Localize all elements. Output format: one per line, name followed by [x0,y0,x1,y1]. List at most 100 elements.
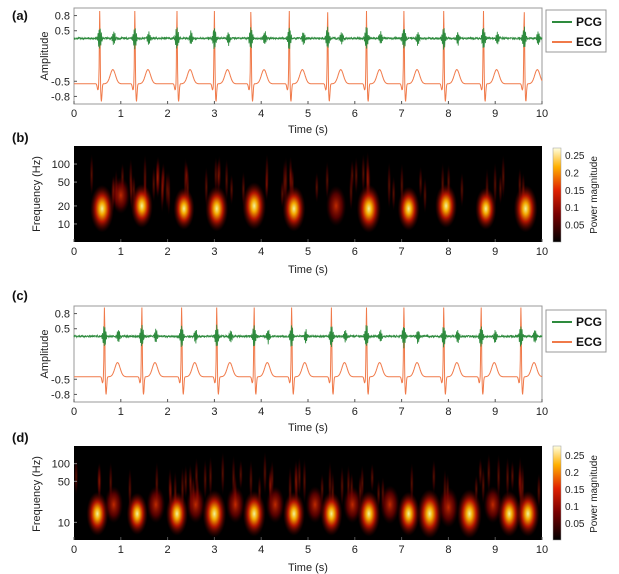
heatmap-blob [104,486,124,524]
heatmap-streak [160,168,165,213]
heatmap-streak [151,166,156,203]
x-tick-label: 4 [258,108,264,120]
heatmap-blob [438,487,459,528]
heatmap-streak [431,459,436,494]
y-tick-label: 100 [52,459,70,471]
series-line-ecg [74,10,543,102]
colorbar-tick-label: 0.1 [565,203,579,214]
y-tick-label: 100 [52,159,70,171]
heatmap-blob [202,490,227,538]
heatmap-streak [248,459,253,501]
y-tick-label: 0.8 [55,11,70,23]
heatmap-streak [496,454,501,500]
y-axis-label: Frequency (Hz) [31,456,43,532]
x-tick-label: 8 [445,544,451,556]
heatmap-streak [391,176,396,211]
heatmap-streak [293,459,298,502]
x-axis-label: Time (s) [288,124,328,136]
x-tick-label: 10 [536,406,548,418]
heatmap-blob [130,183,153,228]
x-tick-label: 2 [165,406,171,418]
y-tick-label: -0.8 [51,91,70,103]
heatmap-streak [418,166,423,199]
x-tick-label: 3 [211,108,217,120]
colorbar-tick-label: 0.05 [565,221,585,232]
y-tick-label: 10 [58,517,70,529]
x-tick-label: 4 [258,406,264,418]
heatmap-blob [435,183,458,228]
heatmap-streak [184,161,189,190]
heatmap-blob [173,187,195,230]
colorbar-tick-label: 0.15 [565,186,585,197]
x-tick-label: 6 [352,544,358,556]
heatmap-blob [356,184,381,233]
colorbar-tick-label: 0.2 [565,468,579,479]
x-tick-label: 2 [165,108,171,120]
heatmap-blob [165,491,188,536]
heatmap-blob [513,184,538,233]
y-axis-label: Amplitude [39,32,51,81]
series-line-ecg [74,307,543,395]
x-tick-label: 9 [492,544,498,556]
heatmap-streak [165,170,170,209]
heatmap-blob [90,184,114,233]
y-axis-label: Frequency (Hz) [31,156,43,232]
heatmap-streak [510,460,515,492]
heatmap-streak [213,156,218,194]
heatmap-blob [497,490,521,537]
heatmap-blob [516,490,540,537]
x-tick-label: 1 [118,108,124,120]
colorbar [552,445,562,541]
heatmap-streak [238,459,243,490]
panel-label-b: (b) [12,130,29,145]
y-tick-label: 0.8 [55,309,70,321]
heatmap-streak [325,161,330,200]
legend-label-ecg: ECG [576,35,602,49]
heatmap-streak [224,158,229,202]
x-axis-label: Time (s) [288,264,328,276]
x-tick-label: 5 [305,246,311,258]
x-tick-label: 7 [399,246,405,258]
x-axis-label: Time (s) [288,422,328,434]
heatmap-streak [302,458,307,504]
heatmap-streak [361,153,366,194]
heatmap-blob [343,486,362,524]
y-tick-label: -0.5 [51,76,70,88]
x-axis-label: Time (s) [288,562,328,574]
panel-label-a: (a) [12,8,28,23]
x-tick-label: 8 [445,406,451,418]
y-tick-label: 20 [58,201,70,213]
x-tick-label: 9 [492,108,498,120]
heatmap-blob [457,489,482,539]
heatmap-blob [282,185,306,232]
heatmap-blob [111,176,131,214]
panel-c-line-chart: 0.8 0.5 -0.5 -0.80 1 2 3 4 5 6 7 8 9 10 Amplitude Tim… [39,305,607,434]
legend: PCG ECG [545,309,607,353]
legend: PCG ECG [545,9,607,53]
heatmap-blob [242,490,266,537]
heatmap-blob [357,490,381,537]
x-tick-label: 3 [211,246,217,258]
x-tick-label: 6 [352,246,358,258]
x-tick-label: 6 [352,108,358,120]
heatmap-streak [354,156,359,195]
heatmap-blob [397,491,420,536]
heatmap-blob [126,492,148,535]
heatmap-blob [146,486,166,524]
heatmap-streak [262,451,267,496]
heatmap-blob [226,486,245,524]
legend-label-pcg: PCG [576,315,602,329]
heatmap-streak [208,456,213,498]
series-line-pcg [73,324,543,349]
heatmap-blob [397,186,420,231]
heatmap-blob [417,489,442,539]
y-tick-label: 50 [58,476,70,488]
heatmap-blob [483,486,503,524]
heatmap-streak [501,154,506,200]
legend-label-pcg: PCG [576,15,602,29]
heatmap-streak [183,465,188,499]
colorbar-tick-label: 0.2 [565,168,579,179]
heatmap-streak [203,459,208,501]
